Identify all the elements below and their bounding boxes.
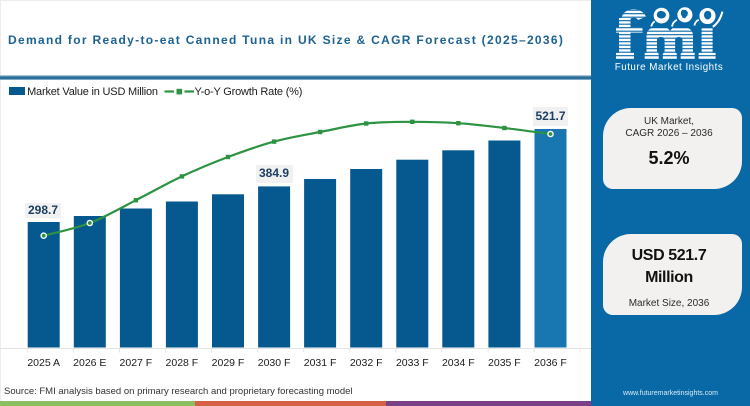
svg-text:Future Market Insights: Future Market Insights	[615, 62, 723, 73]
